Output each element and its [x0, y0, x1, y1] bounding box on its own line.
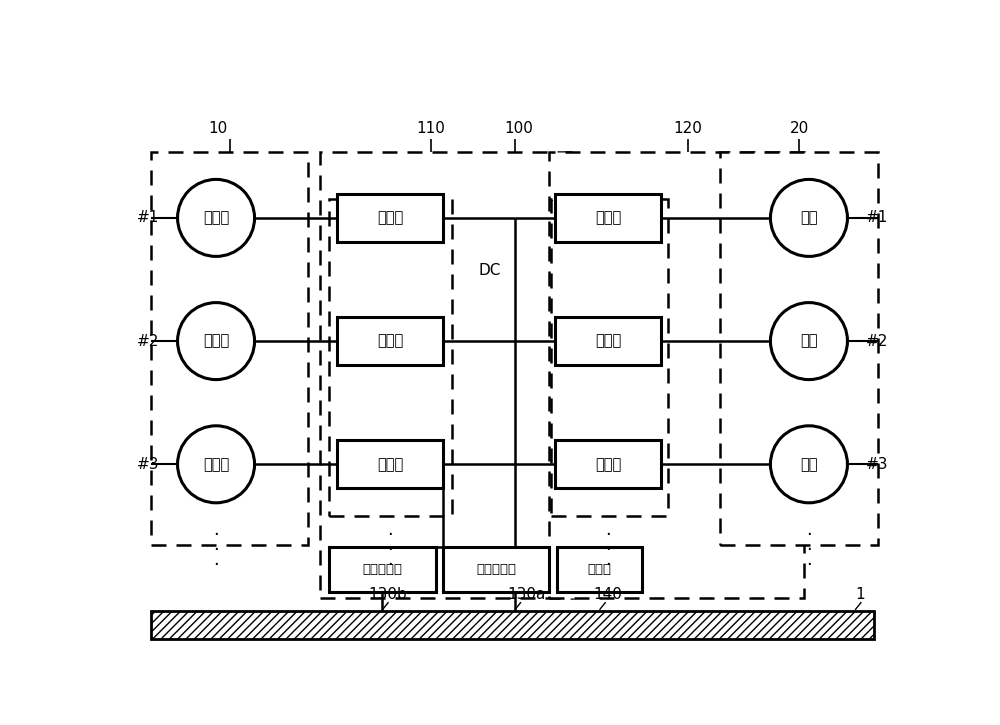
Text: #1: #1 — [137, 210, 159, 225]
Text: 供给源: 供给源 — [203, 210, 229, 225]
Circle shape — [178, 302, 255, 380]
Text: #3: #3 — [866, 457, 888, 472]
Text: 供给源: 供给源 — [203, 334, 229, 349]
Bar — [555, 318, 661, 365]
Circle shape — [770, 426, 847, 503]
Bar — [557, 547, 642, 592]
Bar — [443, 547, 549, 592]
Bar — [549, 152, 804, 597]
Bar — [151, 611, 874, 639]
Bar — [551, 199, 668, 516]
Text: 130a: 130a — [507, 587, 545, 602]
Bar — [329, 199, 452, 516]
Circle shape — [770, 302, 847, 380]
Text: 负载: 负载 — [800, 457, 818, 472]
Bar — [320, 152, 573, 597]
Bar — [337, 440, 443, 488]
Text: ·
·
·: · · · — [605, 526, 611, 574]
Text: 第一断路器: 第一断路器 — [476, 563, 516, 576]
Text: 逆变器: 逆变器 — [595, 334, 621, 349]
Text: 转换器: 转换器 — [377, 334, 403, 349]
Text: ·
·
·: · · · — [387, 526, 393, 574]
Bar — [151, 611, 874, 639]
Text: #1: #1 — [866, 210, 888, 225]
Text: 20: 20 — [790, 120, 809, 136]
Circle shape — [178, 179, 255, 257]
Circle shape — [770, 179, 847, 257]
Text: 负载: 负载 — [800, 334, 818, 349]
Text: 120: 120 — [674, 120, 702, 136]
Text: 100: 100 — [504, 120, 533, 136]
Circle shape — [178, 426, 255, 503]
Bar — [720, 152, 878, 545]
Bar — [337, 194, 443, 241]
Bar — [555, 440, 661, 488]
Text: #3: #3 — [137, 457, 159, 472]
Bar — [555, 194, 661, 241]
Text: 转换器: 转换器 — [377, 210, 403, 225]
Text: #2: #2 — [866, 334, 888, 349]
Text: ·
·
·: · · · — [213, 526, 219, 574]
Text: 负载: 负载 — [800, 210, 818, 225]
Text: 110: 110 — [416, 120, 445, 136]
Text: 逆变器: 逆变器 — [595, 457, 621, 472]
Text: 140: 140 — [593, 587, 622, 602]
Text: 1: 1 — [855, 587, 865, 602]
Text: 130b: 130b — [369, 587, 407, 602]
Text: ·
·
·: · · · — [806, 526, 812, 574]
Text: 供给源: 供给源 — [203, 457, 229, 472]
Text: 10: 10 — [208, 120, 228, 136]
Bar — [329, 547, 436, 592]
Text: 控制部: 控制部 — [588, 563, 612, 576]
Bar — [151, 152, 308, 545]
Text: 第二断路器: 第二断路器 — [362, 563, 402, 576]
Text: #2: #2 — [137, 334, 159, 349]
Text: 转换器: 转换器 — [377, 457, 403, 472]
Bar — [337, 318, 443, 365]
Text: 逆变器: 逆变器 — [595, 210, 621, 225]
Text: DC: DC — [479, 262, 501, 278]
